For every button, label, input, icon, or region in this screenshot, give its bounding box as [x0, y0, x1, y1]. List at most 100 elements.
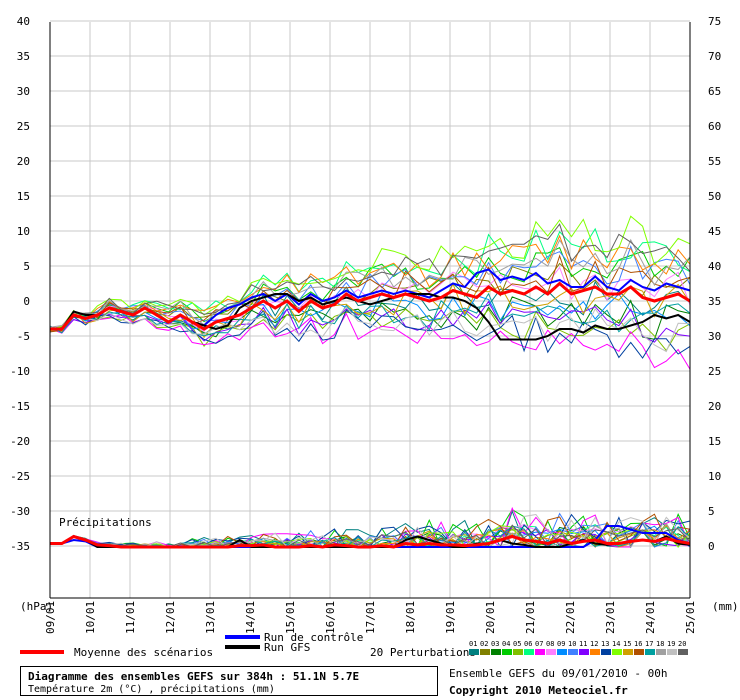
member-precip-line — [49, 513, 691, 548]
left-tick-label: 20 — [17, 155, 30, 168]
member-legend-label: 13 — [601, 640, 609, 648]
member-temp-line — [49, 291, 691, 332]
right-tick-label: 70 — [708, 50, 721, 63]
member-legend-swatch — [590, 649, 600, 655]
member-legend-swatch — [612, 649, 622, 655]
member-legend-label: 12 — [590, 640, 598, 648]
left-tick-label: 5 — [23, 260, 30, 273]
member-legend-swatch — [502, 649, 512, 655]
member-precip-line — [50, 525, 691, 548]
member-legend-label: 01 — [469, 640, 477, 648]
main-series-lines — [50, 268, 691, 549]
x-tick-label: 11/01 — [124, 601, 137, 634]
chart-grid — [49, 20, 691, 598]
member-legend-label: 16 — [634, 640, 642, 648]
mean-precip-line — [50, 534, 691, 549]
left-tick-label: -35 — [10, 540, 30, 553]
title-box: Diagramme des ensembles GEFS sur 384h : … — [20, 666, 438, 696]
member-temp-line — [49, 238, 691, 328]
left-tick-label: 0 — [23, 295, 30, 308]
left-tick-label: 30 — [17, 85, 30, 98]
member-legend-label: 03 — [491, 640, 499, 648]
x-tick-label: 22/01 — [564, 601, 577, 634]
right-tick-label: 10 — [708, 470, 721, 483]
copyright: Copyright 2010 Meteociel.fr — [449, 684, 628, 697]
left-tick-label: -5 — [17, 330, 30, 343]
precip-label: Précipitations — [59, 516, 152, 529]
member-legend-label: 07 — [535, 640, 543, 648]
member-legend-label: 17 — [645, 640, 653, 648]
member-legend-swatch — [667, 649, 677, 655]
left-axis-ticks: 40 35 30 25 20 15 10 5 0 -5 -10 -15 -20 -25 -30 -35 — [10, 15, 30, 553]
right-tick-label: 35 — [708, 295, 721, 308]
member-legend-label: 18 — [656, 640, 664, 648]
x-tick-label: 09/01 — [44, 601, 57, 634]
legend-control-label: Run de contrôle — [264, 631, 363, 644]
member-legend-swatch — [524, 649, 534, 655]
right-tick-label: 65 — [708, 85, 721, 98]
member-legend-swatch — [623, 649, 633, 655]
x-tick-label: 23/01 — [604, 601, 617, 634]
right-tick-label: 30 — [708, 330, 721, 343]
right-tick-label: 40 — [708, 260, 721, 273]
member-legend-label: 05 — [513, 640, 521, 648]
x-tick-label: 21/01 — [524, 601, 537, 634]
left-tick-label: -25 — [10, 470, 30, 483]
legend-perturbations-label: 20 Perturbations — [370, 646, 476, 659]
member-legend-swatch — [535, 649, 545, 655]
member-legend-swatch — [469, 649, 479, 655]
left-tick-label: 40 — [17, 15, 30, 28]
x-tick-label: 20/01 — [484, 601, 497, 634]
left-tick-label: -30 — [10, 505, 30, 518]
legend: Moyenne des scénarios Run de contrôle Ru… — [20, 631, 688, 659]
run-info: Ensemble GEFS du 09/01/2010 - 00h — [449, 667, 668, 680]
chart-title: Diagramme des ensembles GEFS sur 384h : … — [28, 670, 360, 683]
member-legend-swatch — [491, 649, 501, 655]
member-legend-swatch — [557, 649, 567, 655]
x-tick-label: 16/01 — [324, 601, 337, 634]
right-tick-label: 0 — [708, 540, 715, 553]
x-tick-label: 17/01 — [364, 601, 377, 634]
right-tick-label: 55 — [708, 155, 721, 168]
member-legend-label: 04 — [502, 640, 510, 648]
member-temp-line — [49, 306, 691, 353]
x-tick-label: 19/01 — [444, 601, 457, 634]
legend-mean-label: Moyenne des scénarios — [74, 646, 213, 659]
member-legend-label: 19 — [667, 640, 675, 648]
right-tick-label: 60 — [708, 120, 721, 133]
right-tick-label: 50 — [708, 190, 721, 203]
perturbation-lines — [49, 215, 691, 370]
member-legend-label: 02 — [480, 640, 488, 648]
x-tick-label: 25/01 — [684, 601, 697, 634]
member-legend-swatch — [634, 649, 644, 655]
x-tick-label: 15/01 — [284, 601, 297, 634]
member-legend-label: 08 — [546, 640, 554, 648]
member-legend-swatch — [678, 649, 688, 655]
chart-subtitle: Température 2m (°C) , précipitations (mm… — [28, 684, 275, 695]
left-tick-label: -15 — [10, 400, 30, 413]
member-legend-label: 14 — [612, 640, 620, 648]
member-legend-swatch — [601, 649, 611, 655]
member-legend-label: 10 — [568, 640, 576, 648]
member-legend-swatch — [656, 649, 666, 655]
member-temp-line — [49, 300, 691, 343]
member-legend-label: 09 — [557, 640, 565, 648]
left-axis-unit: (hPa) — [20, 600, 53, 613]
right-axis-unit: (mm) — [712, 600, 739, 613]
x-axis-ticks: 09/01 10/01 11/01 12/01 13/01 14/01 15/01 16/01… — [44, 601, 697, 634]
left-tick-label: 15 — [17, 190, 30, 203]
x-tick-label: 14/01 — [244, 601, 257, 634]
x-tick-label: 18/01 — [404, 601, 417, 634]
right-tick-label: 5 — [708, 505, 715, 518]
member-temp-line — [49, 223, 691, 330]
right-tick-label: 15 — [708, 435, 721, 448]
member-legend-swatch — [568, 649, 578, 655]
legend-gfs-label: Run GFS — [264, 641, 310, 654]
member-legend-swatch — [546, 649, 556, 655]
member-temp-line — [49, 227, 691, 330]
plot-frame — [49, 22, 691, 599]
x-tick-label: 10/01 — [84, 601, 97, 634]
right-tick-label: 20 — [708, 400, 721, 413]
